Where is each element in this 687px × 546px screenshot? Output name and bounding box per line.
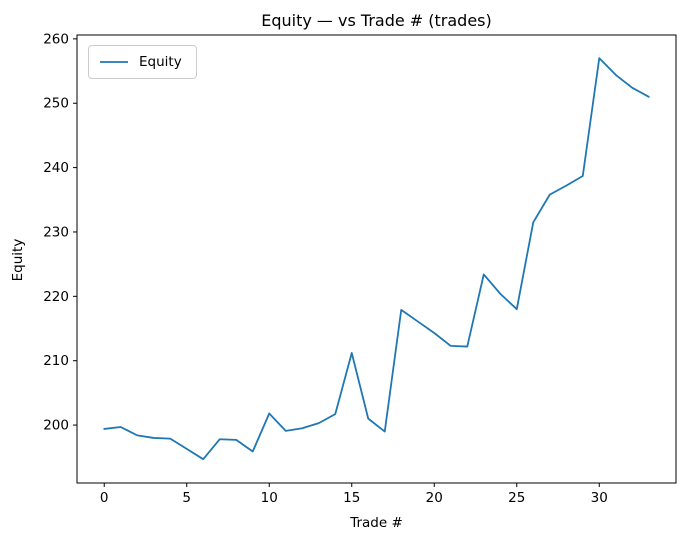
chart-title: Equity — vs Trade # (trades) <box>261 11 492 30</box>
y-tick-label: 200 <box>43 418 69 434</box>
legend-entry-label: Equity <box>139 54 182 70</box>
x-tick-label: 25 <box>508 490 525 506</box>
y-tick-label: 220 <box>43 289 69 305</box>
y-tick-label: 240 <box>43 160 69 176</box>
axes-spines <box>76 34 677 484</box>
x-tick-label: 20 <box>426 490 443 506</box>
x-tick-label: 15 <box>343 490 360 506</box>
x-tick-label: 30 <box>591 490 608 506</box>
y-tick-label: 230 <box>43 224 69 240</box>
y-tick-label: 260 <box>43 31 69 47</box>
y-tick-label: 210 <box>43 353 69 369</box>
series-line-equity <box>103 57 650 461</box>
y-tick-label: 250 <box>43 96 69 112</box>
x-tick-label: 10 <box>261 490 278 506</box>
x-tick-label: 5 <box>182 490 191 506</box>
x-tick-label: 0 <box>100 490 109 506</box>
x-axis-label: Trade # <box>350 515 403 531</box>
y-axis-label: Equity <box>10 238 26 282</box>
legend-box: Equity <box>88 45 197 79</box>
legend-line-swatch <box>100 61 128 63</box>
